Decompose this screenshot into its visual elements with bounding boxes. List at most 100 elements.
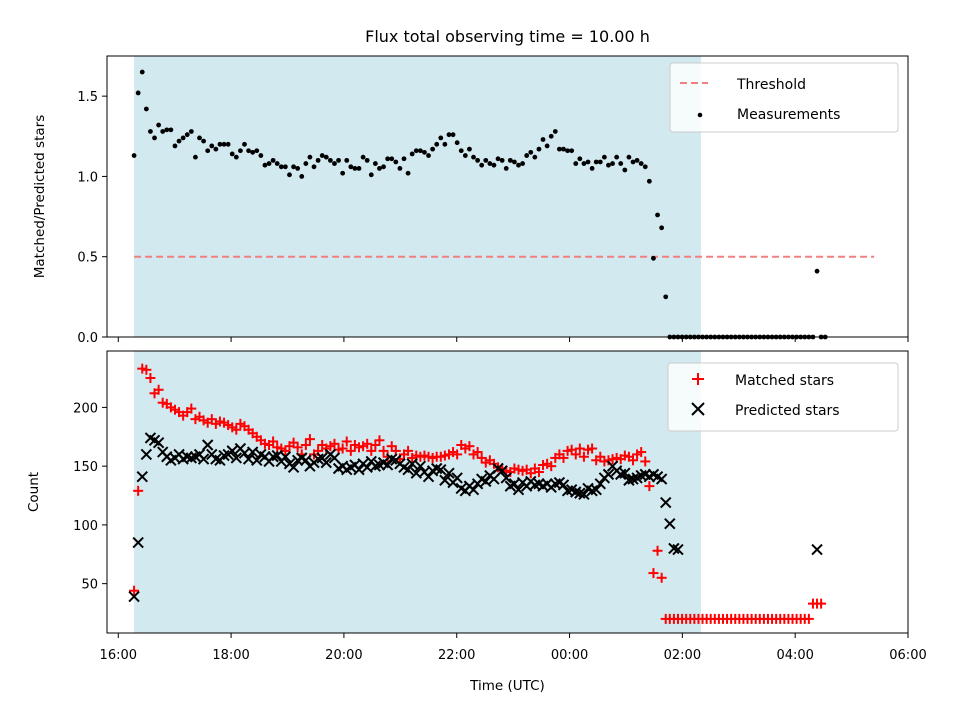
measurement-point xyxy=(663,294,669,300)
measurement-point xyxy=(536,146,542,152)
measurement-point xyxy=(143,106,149,112)
legend-measurements-label: Measurements xyxy=(737,107,840,123)
matched-star-point xyxy=(628,455,639,466)
matched-star-point xyxy=(644,481,655,492)
predicted-star-b xyxy=(210,453,222,465)
measurement-point xyxy=(471,154,476,160)
measurement-point xyxy=(385,156,391,162)
top-measurement-points xyxy=(131,69,828,340)
predicted-star-b xyxy=(647,468,660,481)
measurement-point xyxy=(540,137,546,142)
measurement-point xyxy=(164,127,170,133)
top-legend: Threshold Measurements xyxy=(669,62,899,133)
bottom-x-tick-label: 06:00 xyxy=(889,648,926,663)
matched-star-point xyxy=(464,441,475,452)
predicted-star-point xyxy=(467,483,480,496)
predicted-star-b xyxy=(238,447,251,459)
legend-predicted-swatch xyxy=(691,402,705,416)
measurement-point xyxy=(193,154,198,160)
measurement-point xyxy=(278,164,284,170)
predicted-star-b xyxy=(353,463,365,476)
predicted-star-point xyxy=(381,459,394,471)
matched-star-point xyxy=(452,449,463,460)
measurement-point xyxy=(524,153,530,158)
measurement-point xyxy=(642,164,648,170)
measurement-point xyxy=(417,148,423,154)
predicted-star-b xyxy=(467,483,480,496)
matched-star-point xyxy=(587,443,598,454)
predicted-stars-points xyxy=(128,432,823,603)
predicted-star-point xyxy=(512,483,525,496)
predicted-star-b xyxy=(660,496,672,509)
predicted-star-b xyxy=(496,465,508,477)
measurement-point xyxy=(569,148,575,154)
matched-star-point xyxy=(648,568,659,579)
legend-threshold-label: Threshold xyxy=(736,77,806,93)
matched-stars-points xyxy=(129,363,827,624)
measurement-point xyxy=(291,164,296,170)
predicted-star-b xyxy=(651,471,664,483)
predicted-star-b xyxy=(132,536,144,549)
measurement-point xyxy=(618,161,624,166)
matched-star-point xyxy=(578,451,589,462)
measurement-point xyxy=(561,146,566,152)
top-y-tick-label: 1.5 xyxy=(77,90,98,105)
bottom-legend: Matched stars Predicted stars xyxy=(667,362,899,432)
bottom-panel: 50 100 150 200 16:00 18:00 20:00 22:00 00:00 02:… xyxy=(26,350,927,694)
measurement-point xyxy=(581,161,587,166)
matched-star-point xyxy=(129,585,140,596)
measurement-point xyxy=(315,157,321,163)
bottom-y-tick-label: 150 xyxy=(73,460,98,475)
matched-star-point xyxy=(366,445,377,456)
predicted-star-b xyxy=(414,460,427,472)
bottom-x-tick-label: 16:00 xyxy=(100,648,137,663)
predicted-star-b xyxy=(664,518,676,530)
predicted-star-b xyxy=(639,468,651,481)
measurement-point xyxy=(148,129,153,134)
predicted-star-point xyxy=(602,468,615,481)
matched-star-point xyxy=(362,438,373,449)
predicted-star-b xyxy=(320,456,332,469)
bottom-x-ticks: 16:00 18:00 20:00 22:00 00:00 02:00 04:00 06:00 xyxy=(100,633,927,663)
predicted-star-point xyxy=(443,467,455,479)
top-legend-box xyxy=(669,62,899,133)
measurement-point xyxy=(430,146,436,152)
measurement-point xyxy=(548,133,554,139)
predicted-star-b xyxy=(410,467,422,479)
measurement-point xyxy=(332,161,337,166)
predicted-star-point xyxy=(197,453,210,465)
predicted-star-point xyxy=(201,439,214,451)
measurement-point xyxy=(217,141,223,147)
matched-star-point xyxy=(153,384,164,395)
predicted-star-b xyxy=(152,436,165,449)
predicted-star-b xyxy=(144,432,157,444)
predicted-star-b xyxy=(251,454,263,466)
measurement-point xyxy=(597,159,603,165)
measurement-point xyxy=(287,172,292,178)
bottom-x-tick-label: 22:00 xyxy=(438,648,475,663)
measurement-point xyxy=(651,255,656,261)
measurement-point xyxy=(389,156,395,162)
predicted-star-point xyxy=(251,454,263,466)
predicted-star-b xyxy=(475,473,488,485)
predicted-star-b xyxy=(602,468,615,481)
bottom-y-tick-label: 200 xyxy=(73,401,98,416)
measurement-point xyxy=(360,154,366,160)
predicted-star-b xyxy=(578,488,590,501)
measurement-point xyxy=(250,149,256,155)
measurement-point xyxy=(528,149,534,155)
chart-title: Flux total observing time = 10.00 h xyxy=(365,27,650,46)
predicted-star-b xyxy=(590,483,602,496)
bottom-x-tick-label: 00:00 xyxy=(551,648,588,663)
top-panel: 0.0 0.5 1.0 1.5 Flux total observing time =… xyxy=(32,27,909,346)
predicted-star-point xyxy=(594,478,606,490)
matched-star-point xyxy=(337,443,348,454)
matched-star-point xyxy=(300,440,311,450)
measurement-point xyxy=(503,166,509,171)
top-axes-frame xyxy=(106,55,909,338)
measurement-point xyxy=(209,143,215,149)
measurement-point xyxy=(606,162,611,168)
predicted-star-b xyxy=(500,472,512,484)
measurement-point xyxy=(131,153,137,158)
